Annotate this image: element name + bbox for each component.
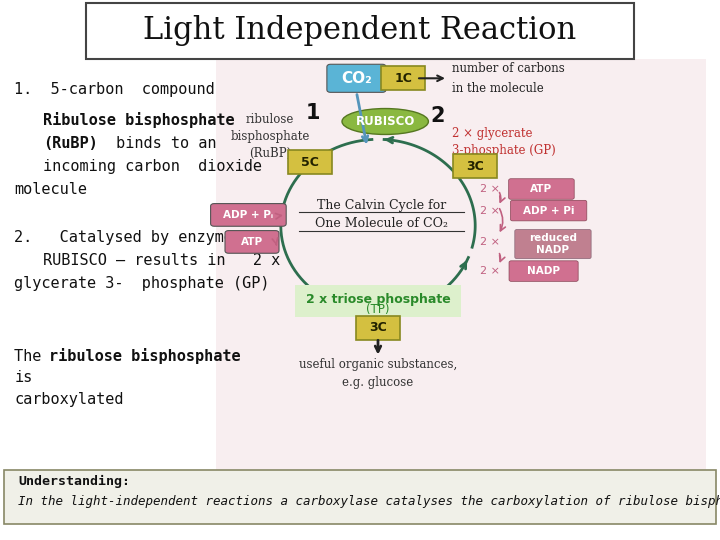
Text: 3C: 3C bbox=[369, 321, 387, 334]
Text: 2 ×: 2 × bbox=[480, 206, 500, 215]
Text: 1C: 1C bbox=[395, 72, 412, 85]
Text: 1.  5-carbon  compound: 1. 5-carbon compound bbox=[14, 82, 215, 97]
Text: carboxylated: carboxylated bbox=[14, 392, 124, 407]
FancyBboxPatch shape bbox=[225, 231, 279, 253]
Text: 2 ×: 2 × bbox=[480, 237, 500, 247]
FancyBboxPatch shape bbox=[508, 179, 575, 199]
FancyBboxPatch shape bbox=[288, 150, 331, 174]
FancyBboxPatch shape bbox=[454, 154, 498, 178]
Text: in the molecule: in the molecule bbox=[452, 82, 544, 94]
Text: Understanding:: Understanding: bbox=[18, 475, 130, 488]
Text: ribulose
bisphosphate
(RuBP): ribulose bisphosphate (RuBP) bbox=[230, 112, 310, 160]
FancyBboxPatch shape bbox=[510, 200, 587, 221]
FancyBboxPatch shape bbox=[356, 316, 400, 340]
Text: The: The bbox=[14, 349, 51, 364]
Text: ribulose bisphosphate: ribulose bisphosphate bbox=[49, 348, 240, 364]
Text: binds to an: binds to an bbox=[107, 136, 216, 151]
FancyBboxPatch shape bbox=[382, 66, 425, 90]
Text: ATP: ATP bbox=[241, 237, 263, 247]
Text: The Calvin Cycle for: The Calvin Cycle for bbox=[317, 199, 446, 212]
Text: 2 ×: 2 × bbox=[480, 184, 500, 194]
FancyBboxPatch shape bbox=[509, 261, 578, 281]
FancyBboxPatch shape bbox=[327, 64, 386, 92]
FancyBboxPatch shape bbox=[210, 204, 287, 226]
Text: ADP + Pi: ADP + Pi bbox=[523, 206, 575, 215]
Text: incoming carbon  dioxide: incoming carbon dioxide bbox=[43, 159, 262, 174]
Text: reduced
NADP: reduced NADP bbox=[529, 233, 577, 255]
Ellipse shape bbox=[342, 109, 428, 134]
Text: In the light-independent reactions a carboxylase catalyses the carboxylation of : In the light-independent reactions a car… bbox=[18, 495, 720, 508]
Text: Light Independent Reaction: Light Independent Reaction bbox=[143, 15, 577, 46]
Text: useful organic substances,
e.g. glucose: useful organic substances, e.g. glucose bbox=[299, 358, 457, 389]
Text: 2 × glycerate
3-phosphate (GP): 2 × glycerate 3-phosphate (GP) bbox=[452, 127, 556, 157]
Text: RUBISCO – results in   2 x: RUBISCO – results in 2 x bbox=[43, 253, 281, 268]
Text: 2.   Catalysed by enzyme: 2. Catalysed by enzyme bbox=[14, 230, 233, 245]
Text: ATP: ATP bbox=[531, 184, 552, 194]
Text: ADP + Pᵢ: ADP + Pᵢ bbox=[223, 210, 274, 220]
Text: 2 ×: 2 × bbox=[480, 266, 500, 276]
Text: NADP: NADP bbox=[527, 266, 560, 276]
FancyBboxPatch shape bbox=[4, 470, 716, 524]
Text: (TP): (TP) bbox=[366, 303, 390, 316]
Text: 2: 2 bbox=[431, 106, 445, 126]
Text: 2 x triose phosphate: 2 x triose phosphate bbox=[305, 293, 451, 306]
Text: molecule: molecule bbox=[14, 181, 87, 197]
Text: 3C: 3C bbox=[467, 160, 484, 173]
Text: glycerate 3-  phosphate (GP): glycerate 3- phosphate (GP) bbox=[14, 276, 270, 291]
Text: is: is bbox=[14, 370, 32, 386]
FancyBboxPatch shape bbox=[86, 3, 634, 59]
Text: CO₂: CO₂ bbox=[341, 71, 372, 86]
Text: 5C: 5C bbox=[301, 156, 318, 168]
FancyBboxPatch shape bbox=[295, 285, 461, 317]
Text: One Molecule of CO₂: One Molecule of CO₂ bbox=[315, 217, 448, 230]
FancyBboxPatch shape bbox=[216, 59, 706, 486]
Text: RUBISCO: RUBISCO bbox=[356, 115, 415, 128]
Text: number of carbons: number of carbons bbox=[452, 62, 565, 75]
FancyBboxPatch shape bbox=[515, 230, 591, 259]
Text: 1: 1 bbox=[306, 103, 320, 124]
Text: (RuBP): (RuBP) bbox=[43, 136, 98, 151]
Text: Ribulose bisphosphate: Ribulose bisphosphate bbox=[43, 112, 235, 128]
